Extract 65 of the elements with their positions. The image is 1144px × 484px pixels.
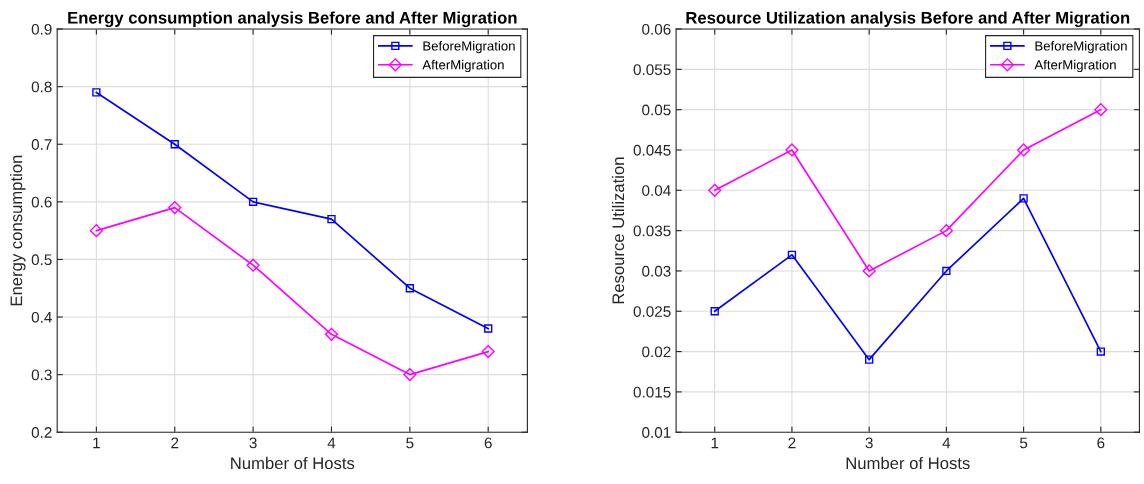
point <box>170 140 179 149</box>
y-tick-label: 0.2 <box>31 427 52 438</box>
point <box>248 197 258 206</box>
y-tick-label: 0.015 <box>633 386 671 398</box>
point <box>405 284 415 293</box>
point <box>89 224 103 238</box>
y-axis-title: Energy consumption <box>10 155 26 306</box>
y-tick-label: 0.7 <box>31 139 52 150</box>
x-tick-label: 5 <box>1019 437 1028 449</box>
point <box>942 266 951 276</box>
x-tick-label: 3 <box>249 437 257 449</box>
y-tick-label: 0.055 <box>633 64 671 76</box>
point <box>246 258 260 272</box>
point <box>481 344 495 359</box>
y-tick-label: 0.8 <box>31 81 52 93</box>
point <box>168 200 182 215</box>
x-tick-label: 6 <box>484 437 492 449</box>
point <box>324 327 339 341</box>
legend-label: BeforeMigration <box>1035 40 1127 54</box>
point <box>864 355 874 364</box>
point <box>1017 143 1031 157</box>
x-tick-label: 1 <box>93 437 100 449</box>
y-tick-label: 0.06 <box>642 23 671 35</box>
point <box>327 214 336 224</box>
x-tick-label: 1 <box>711 437 719 449</box>
point <box>1019 194 1028 203</box>
legend-label: AfterMigration <box>1034 59 1116 73</box>
y-tick-label: 0.3 <box>31 369 52 381</box>
x-axis-title: Number of Hosts <box>231 456 355 470</box>
point <box>403 368 417 382</box>
x-tick-label: 2 <box>171 437 179 449</box>
y-tick-label: 0.5 <box>31 254 52 266</box>
point <box>484 324 493 333</box>
y-axis-title: Resource Utilization <box>611 157 625 304</box>
y-tick-label: 0.045 <box>633 144 671 156</box>
y-tick-label: 0.01 <box>642 427 671 438</box>
y-tick-label: 0.03 <box>642 265 671 277</box>
point <box>787 250 797 259</box>
y-tick-label: 0.02 <box>642 346 671 358</box>
point <box>92 88 101 97</box>
point <box>1094 103 1108 117</box>
point <box>939 224 953 238</box>
x-tick-label: 5 <box>406 437 414 449</box>
x-axis-title: Number of Hosts <box>846 456 970 470</box>
y-tick-label: 0.025 <box>633 306 671 317</box>
x-tick-label: 6 <box>1097 437 1105 449</box>
point <box>862 264 876 278</box>
point <box>1096 347 1105 356</box>
y-tick-label: 0.05 <box>642 104 671 116</box>
y-tick-label: 0.035 <box>633 225 671 237</box>
point <box>785 143 799 157</box>
y-tick-label: 0.9 <box>31 23 52 35</box>
point <box>710 307 719 316</box>
x-tick-label: 4 <box>327 437 336 449</box>
point <box>708 183 722 197</box>
legend-label: AfterMigration <box>422 59 504 73</box>
y-tick-label: 0.4 <box>31 311 52 323</box>
x-tick-label: 2 <box>788 437 796 449</box>
x-tick-label: 3 <box>865 437 873 449</box>
legend-label: BeforeMigration <box>423 40 515 54</box>
y-tick-label: 0.6 <box>31 196 52 208</box>
x-tick-label: 4 <box>942 437 951 449</box>
y-tick-label: 0.04 <box>642 185 671 196</box>
chart-title: Resource Utilization analysis Before and After Migration <box>686 11 1130 28</box>
chart-title: Energy consumption analysis Before and After Migration <box>68 11 517 28</box>
